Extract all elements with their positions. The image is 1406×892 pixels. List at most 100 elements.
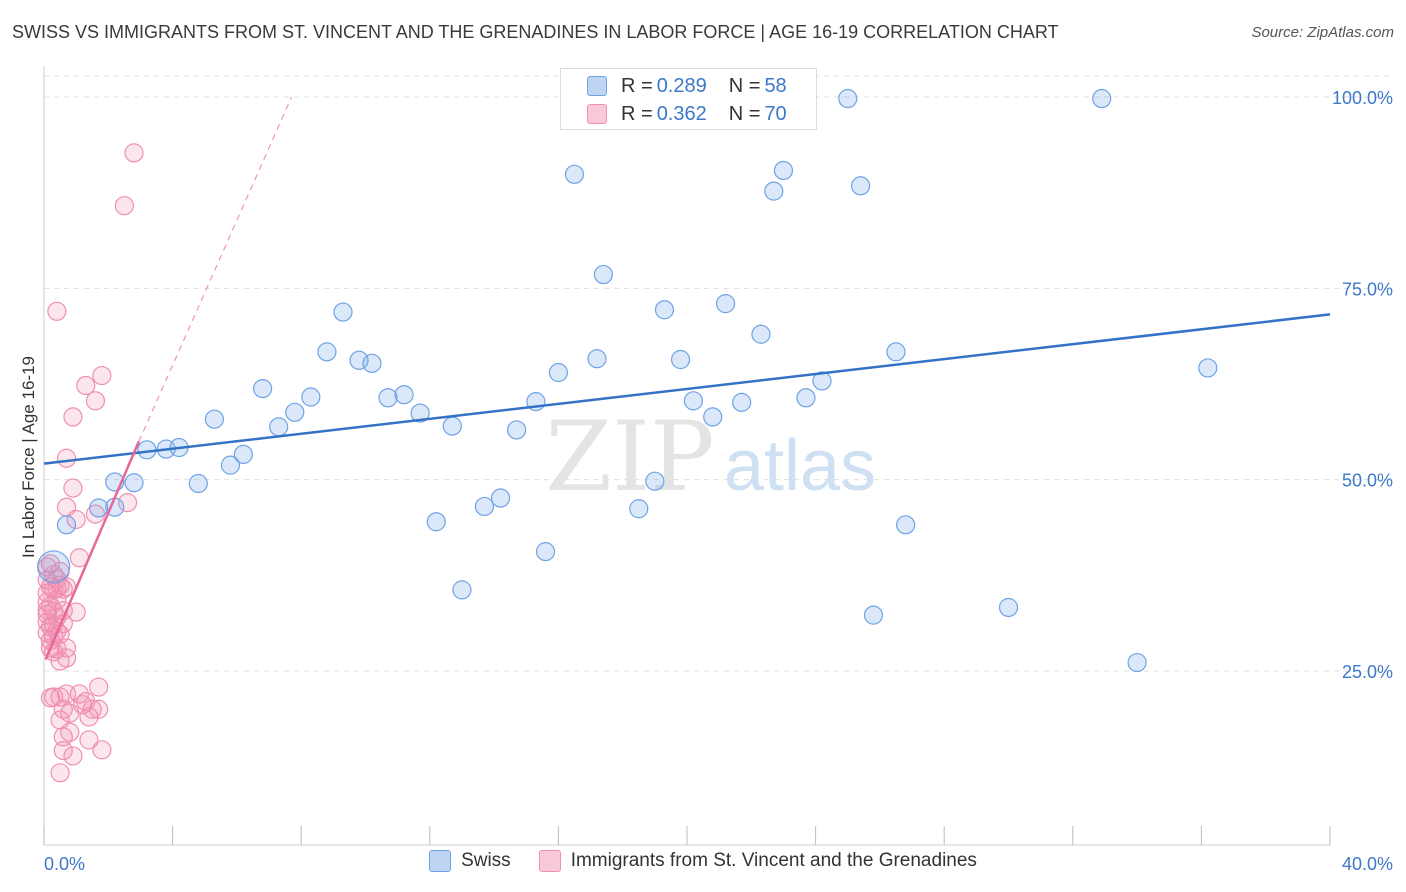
- series-swiss-points: [37, 88, 1218, 673]
- swiss-point: [301, 387, 321, 407]
- n-label: N =: [728, 102, 761, 125]
- r-label: R =: [621, 102, 653, 125]
- swiss-point: [394, 385, 414, 405]
- svg-point: [76, 375, 96, 396]
- swiss-point: [426, 512, 446, 532]
- swiss-point: [548, 362, 569, 383]
- trend-lines: [43, 96, 1331, 661]
- stats-row-swiss: R = 0.289 N = 58: [587, 73, 787, 99]
- svg-point: [47, 301, 67, 321]
- swiss-point: [764, 181, 784, 201]
- y-tick-label: 75.0%: [1342, 279, 1393, 299]
- legend-label-svg: Immigrants from St. Vincent and the Gren…: [570, 850, 977, 871]
- y-tick-label: 25.0%: [1342, 662, 1393, 682]
- svg-swatch: [587, 104, 607, 124]
- swiss-point: [703, 407, 723, 427]
- axes: [43, 66, 1331, 846]
- swiss-point: [564, 164, 585, 184]
- svg-trend-extension: [138, 96, 293, 442]
- swiss-point: [233, 444, 253, 465]
- svg-point: [85, 391, 106, 411]
- swiss-legend-swatch: [429, 850, 452, 872]
- swiss-swatch: [587, 76, 607, 96]
- swiss-point: [896, 515, 916, 535]
- svg-point: [114, 196, 134, 216]
- svg-point: [56, 648, 77, 668]
- swiss-point: [89, 498, 109, 518]
- swiss-point: [535, 542, 556, 562]
- y-axis-label: In Labor Force | Age 16-19: [19, 356, 38, 558]
- swiss-point: [587, 349, 607, 369]
- svg-point: [63, 746, 83, 766]
- swiss-point: [751, 324, 771, 344]
- y-tick-label: 50.0%: [1342, 471, 1393, 491]
- legend-label-swiss: Swiss: [461, 850, 511, 871]
- svg-point: [92, 740, 112, 760]
- stats-legend: R = 0.289 N = 58 R = 0.362 N = 70: [560, 68, 817, 130]
- swiss-point: [442, 416, 462, 436]
- x-tick-labels: 0.0% 40.0%: [44, 854, 1393, 874]
- swiss-point: [1092, 88, 1112, 109]
- swiss-point: [812, 371, 832, 391]
- swiss-point: [1127, 652, 1147, 673]
- source-label: Source: ZipAtlas.com: [1251, 24, 1394, 41]
- gridlines: [44, 75, 1390, 672]
- swiss-point: [629, 499, 649, 519]
- svg-point: [63, 478, 83, 498]
- svg-point: [117, 493, 138, 513]
- swiss-point: [378, 388, 398, 408]
- swiss-point: [188, 473, 208, 494]
- x-tick-label-min: 0.0%: [44, 854, 85, 874]
- svg-point: [124, 143, 144, 163]
- swiss-point: [732, 392, 752, 412]
- y-tick-label: 100.0%: [1332, 88, 1393, 108]
- swiss-point: [452, 580, 472, 600]
- swiss-point: [333, 302, 353, 322]
- chart-title: SWISS VS IMMIGRANTS FROM ST. VINCENT AND…: [12, 22, 1059, 42]
- bottom-legend: Swiss Immigrants from St. Vincent and th…: [0, 850, 1406, 872]
- swiss-point: [253, 378, 273, 399]
- swiss-point: [410, 403, 430, 423]
- svg-legend-swatch: [538, 850, 561, 872]
- svg-point: [53, 740, 73, 761]
- swiss-point: [362, 353, 382, 373]
- svg-point: [56, 448, 77, 468]
- svg-point: [56, 638, 77, 658]
- svg-point: [79, 730, 99, 750]
- swiss-point: [204, 409, 224, 429]
- svg-point: [63, 407, 83, 427]
- swiss-point: [593, 264, 614, 285]
- swiss-point: [863, 605, 884, 625]
- swiss-point: [838, 88, 858, 109]
- svg-point: [69, 684, 89, 704]
- swiss-trend-line: [43, 313, 1331, 465]
- x-tick-label-max: 40.0%: [1342, 854, 1393, 874]
- swiss-point: [220, 455, 241, 475]
- swiss-point: [124, 473, 144, 493]
- n-label: N =: [728, 74, 761, 97]
- swiss-point: [654, 300, 675, 320]
- svg-point: [89, 677, 109, 697]
- swiss-point: [715, 294, 736, 314]
- watermark-atlas: atlas: [724, 426, 876, 506]
- swiss-point: [317, 342, 337, 362]
- swiss-point: [474, 496, 495, 517]
- r-value: 0.362: [656, 102, 707, 125]
- legend-item-svg[interactable]: Immigrants from St. Vincent and the Gren…: [538, 850, 977, 872]
- swiss-point: [683, 391, 704, 411]
- swiss-point: [37, 550, 71, 584]
- n-value: 58: [764, 74, 787, 97]
- r-label: R =: [621, 74, 653, 97]
- legend-item-swiss[interactable]: Swiss: [429, 850, 511, 872]
- swiss-point: [886, 342, 906, 362]
- swiss-point: [1198, 358, 1218, 378]
- swiss-point: [507, 420, 527, 440]
- watermark: ZIP atlas: [545, 401, 876, 513]
- swiss-point: [998, 597, 1019, 618]
- svg-point: [60, 722, 80, 742]
- swiss-point: [490, 488, 511, 508]
- n-value: 70: [764, 102, 787, 125]
- svg-point: [50, 763, 70, 783]
- svg-trend-line: [44, 440, 140, 661]
